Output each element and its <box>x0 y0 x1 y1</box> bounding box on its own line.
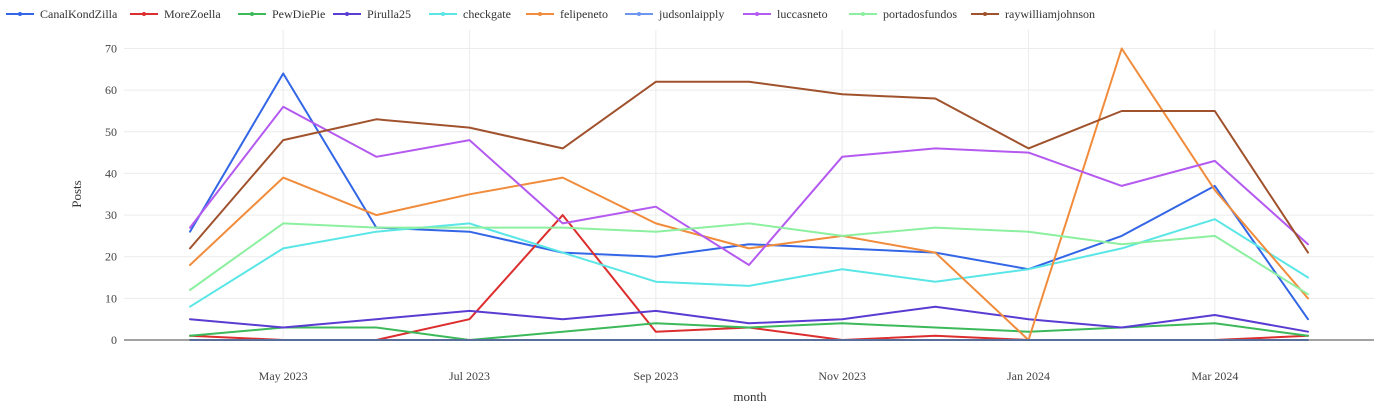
x-tick-label: Jan 2024 <box>1007 369 1050 383</box>
legend-label: Pirulla25 <box>367 7 411 21</box>
legend-item-felipeneto[interactable]: felipeneto <box>526 7 608 21</box>
series-line-luccasneto <box>189 105 1309 266</box>
legend-marker <box>538 12 542 16</box>
chart-series <box>189 47 1309 341</box>
y-tick-label: 60 <box>105 83 117 97</box>
series-line-pirulla25 <box>189 305 1309 333</box>
legend-marker <box>983 12 987 16</box>
legend-marker <box>345 12 349 16</box>
legend-marker <box>637 12 641 16</box>
legend-label: felipeneto <box>560 7 608 21</box>
chart-legend[interactable]: CanalKondZilla MoreZoella PewDiePie Pirulla… <box>6 7 1095 21</box>
legend-label: PewDiePie <box>272 7 325 21</box>
legend-marker <box>441 12 445 16</box>
legend-label: judsonlaipply <box>658 7 724 21</box>
legend-marker <box>250 12 254 16</box>
legend-label: checkgate <box>463 7 511 21</box>
legend-marker <box>142 12 146 16</box>
legend-item-luccasneto[interactable]: luccasneto <box>743 7 828 21</box>
legend-marker <box>18 12 22 16</box>
legend-label: CanalKondZilla <box>40 7 118 21</box>
legend-item-portadosfundos[interactable]: portadosfundos <box>849 7 957 21</box>
x-tick-label: Mar 2024 <box>1191 369 1238 383</box>
series-line-felipeneto <box>189 47 1309 341</box>
x-tick-label: Sep 2023 <box>633 369 678 383</box>
legend-item-judsonlaipply[interactable]: judsonlaipply <box>625 7 724 21</box>
legend-label: MoreZoella <box>164 7 221 21</box>
y-tick-label: 40 <box>105 166 117 180</box>
series-line-checkgate <box>189 218 1309 308</box>
x-tick-label: May 2023 <box>259 369 308 383</box>
legend-item-morezoella[interactable]: MoreZoella <box>130 7 221 21</box>
chart-grid <box>124 30 1374 340</box>
legend-item-canalkondzilla[interactable]: CanalKondZilla <box>6 7 118 21</box>
series-line-raywilliamjohnson <box>189 80 1309 254</box>
legend-label: portadosfundos <box>883 7 957 21</box>
chart-axes: 0 10 20 30 40 50 60 70 May 2023 Jul 2023 Sep 2023 N… <box>105 42 1374 383</box>
series-line-portadosfundos <box>189 222 1309 296</box>
y-tick-label: 10 <box>105 291 117 305</box>
y-tick-label: 70 <box>105 42 117 56</box>
y-tick-label: 0 <box>111 333 117 347</box>
legend-label: luccasneto <box>777 7 828 21</box>
legend-item-raywilliamjohnson[interactable]: raywilliamjohnson <box>971 7 1095 21</box>
legend-item-pirulla25[interactable]: Pirulla25 <box>333 7 411 21</box>
legend-item-pewdiepie[interactable]: PewDiePie <box>238 7 325 21</box>
x-tick-label: Jul 2023 <box>449 369 490 383</box>
legend-marker <box>861 12 865 16</box>
legend-label: raywilliamjohnson <box>1005 7 1095 21</box>
x-tick-label: Nov 2023 <box>818 369 866 383</box>
legend-item-checkgate[interactable]: checkgate <box>429 7 511 21</box>
y-tick-label: 30 <box>105 208 117 222</box>
y-tick-label: 20 <box>105 250 117 264</box>
y-tick-label: 50 <box>105 125 117 139</box>
legend-marker <box>755 12 759 16</box>
y-axis-title: Posts <box>69 180 84 207</box>
x-axis-title: month <box>733 389 767 404</box>
